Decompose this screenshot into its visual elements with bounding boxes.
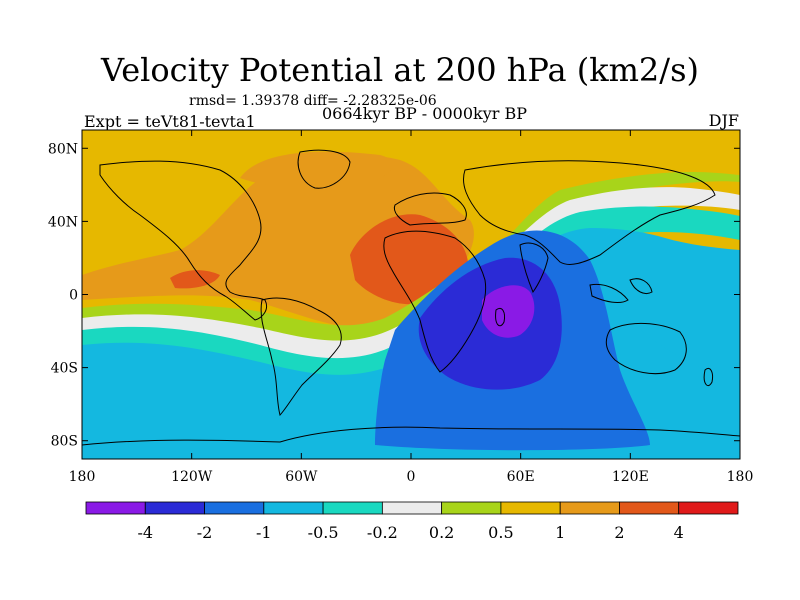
x-tick-label: 120W bbox=[171, 469, 213, 485]
colorbar-label: -4 bbox=[137, 523, 153, 542]
x-tick-label: 180 bbox=[69, 469, 96, 485]
colorbar-swatch bbox=[441, 501, 502, 515]
rmsd-text: rmsd= 1.39378 diff= -2.28325e-06 bbox=[189, 93, 437, 109]
colorbar-label: -0.5 bbox=[308, 523, 339, 542]
x-tick-label: 0 bbox=[407, 469, 416, 485]
region-northern-orange-lobe bbox=[240, 151, 393, 189]
colorbar-swatch bbox=[619, 501, 680, 515]
colorbar-label: 1 bbox=[555, 523, 565, 542]
y-tick-label: 40S bbox=[51, 361, 78, 377]
colorbar-label: 0.5 bbox=[488, 523, 513, 542]
colorbar-swatch bbox=[322, 501, 383, 515]
colorbar-swatch bbox=[144, 501, 205, 515]
y-axis: 80N 40N 0 40S 80S bbox=[48, 141, 740, 450]
colorbar: -4 -2 -1 -0.5 -0.2 0.2 0.5 1 2 4 bbox=[85, 501, 739, 542]
x-tick-label: 120E bbox=[612, 469, 649, 485]
y-tick-label: 0 bbox=[69, 288, 78, 304]
colorbar-swatch bbox=[204, 501, 265, 515]
colorbar-label: 2 bbox=[614, 523, 624, 542]
x-axis: 180 120W 60W 0 60E 120E 180 bbox=[69, 130, 754, 485]
region-africa-red bbox=[350, 214, 468, 305]
y-tick-label: 40N bbox=[48, 214, 78, 230]
colorbar-swatch bbox=[85, 501, 146, 515]
contour-field bbox=[82, 130, 740, 459]
colorbar-swatch bbox=[263, 501, 324, 515]
y-tick-label: 80N bbox=[48, 141, 78, 157]
period-text: 0664kyr BP - 0000kyr BP bbox=[322, 104, 527, 123]
colorbar-label: 0.2 bbox=[429, 523, 454, 542]
x-tick-label: 60E bbox=[507, 469, 535, 485]
colorbar-label: -0.2 bbox=[367, 523, 398, 542]
colorbar-label: 4 bbox=[674, 523, 684, 542]
coastlines bbox=[82, 149, 740, 446]
x-tick-label: 60W bbox=[285, 469, 318, 485]
colorbar-swatch bbox=[678, 501, 739, 515]
colorbar-swatch bbox=[500, 501, 561, 515]
plot-title: Velocity Potential at 200 hPa (km2/s) bbox=[101, 51, 699, 89]
y-tick-label: 80S bbox=[51, 434, 78, 450]
x-tick-label: 180 bbox=[727, 469, 754, 485]
colorbar-label: -2 bbox=[197, 523, 213, 542]
season-text: DJF bbox=[708, 111, 739, 130]
region-madagascar-min bbox=[482, 285, 535, 338]
colorbar-swatch bbox=[559, 501, 620, 515]
colorbar-swatch bbox=[381, 501, 443, 515]
experiment-text: Expt = teVt81-tevta1 bbox=[84, 112, 256, 131]
colorbar-label: -1 bbox=[256, 523, 272, 542]
